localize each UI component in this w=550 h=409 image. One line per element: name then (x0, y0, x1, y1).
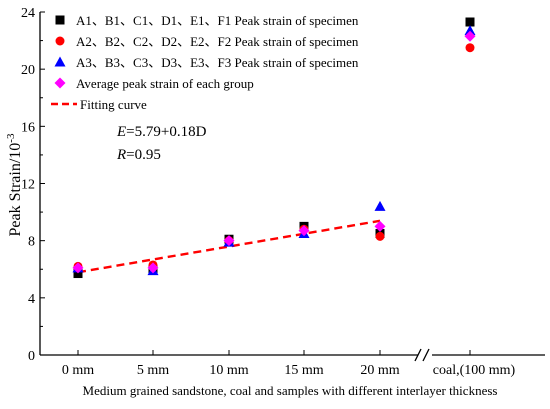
legend-label: A3、B3、C3、D3、E3、F3 Peak strain of specime… (76, 55, 359, 70)
legend-label: A1、B1、C1、D1、E1、F1 Peak strain of specime… (76, 13, 359, 28)
data-points (72, 17, 476, 279)
axes: 0 4 8 12 16 20 24 0 mm 5 mm 10 mm 15 mm 20 mm coal,(… (21, 6, 545, 378)
r-annotation: R=0.95 (116, 147, 161, 163)
x-tick-label: 0 mm (62, 363, 94, 378)
legend-label: Average peak strain of each group (76, 76, 254, 91)
data-point-diamond (72, 262, 84, 274)
legend-label: A2、B2、C2、D2、E2、F2 Peak strain of specime… (76, 34, 359, 49)
axis-break-mark (422, 348, 430, 362)
data-point-circle (465, 43, 475, 53)
data-point-circle (375, 231, 385, 241)
data-point-square (465, 17, 475, 27)
data-point-diamond (223, 235, 235, 247)
data-point-square (73, 269, 83, 279)
legend-label: Fitting curve (80, 97, 147, 112)
y-tick-label: 0 (28, 349, 35, 364)
x-tick-label: 15 mm (284, 363, 323, 378)
y-tick-label: 20 (21, 63, 35, 78)
data-point-diamond (374, 220, 386, 232)
x-tick-label: 5 mm (137, 363, 169, 378)
y-tick-label: 4 (28, 292, 35, 307)
data-point-diamond (464, 30, 476, 42)
equation-annotation: E=5.79+0.18D (116, 124, 207, 140)
legend-marker-diamond (54, 77, 66, 89)
equation-variable: E (116, 124, 126, 140)
axis-break-mark (414, 348, 422, 362)
legend-marker-triangle (54, 56, 66, 67)
legend: A1、B1、C1、D1、E1、F1 Peak strain of specime… (51, 13, 359, 112)
x-tick-label: 10 mm (209, 363, 248, 378)
y-axis-title-exponent: -3 (5, 133, 17, 143)
legend-marker-square (55, 15, 65, 25)
data-point-triangle (464, 25, 476, 36)
y-tick-label: 24 (21, 6, 35, 21)
data-point-diamond (298, 225, 310, 237)
y-tick-label: 8 (28, 235, 35, 250)
legend-marker-circle (55, 36, 65, 46)
data-point-triangle (374, 200, 386, 211)
x-tick-label: 20 mm (360, 363, 399, 378)
x-tick-label: coal,(100 mm) (433, 363, 516, 378)
r-variable: R (116, 147, 126, 163)
y-tick-label: 12 (21, 178, 35, 193)
y-tick-label: 16 (21, 120, 35, 135)
equation-rest: =5.79+0.18D (126, 124, 206, 140)
y-axis-title-main: Peak Strain/10 (7, 143, 24, 237)
y-axis-title: Peak Strain/10-3 (5, 133, 24, 236)
x-axis-title: Medium grained sandstone, coal and sampl… (83, 383, 498, 398)
r-rest: =0.95 (126, 147, 161, 163)
data-point-diamond (147, 262, 159, 274)
